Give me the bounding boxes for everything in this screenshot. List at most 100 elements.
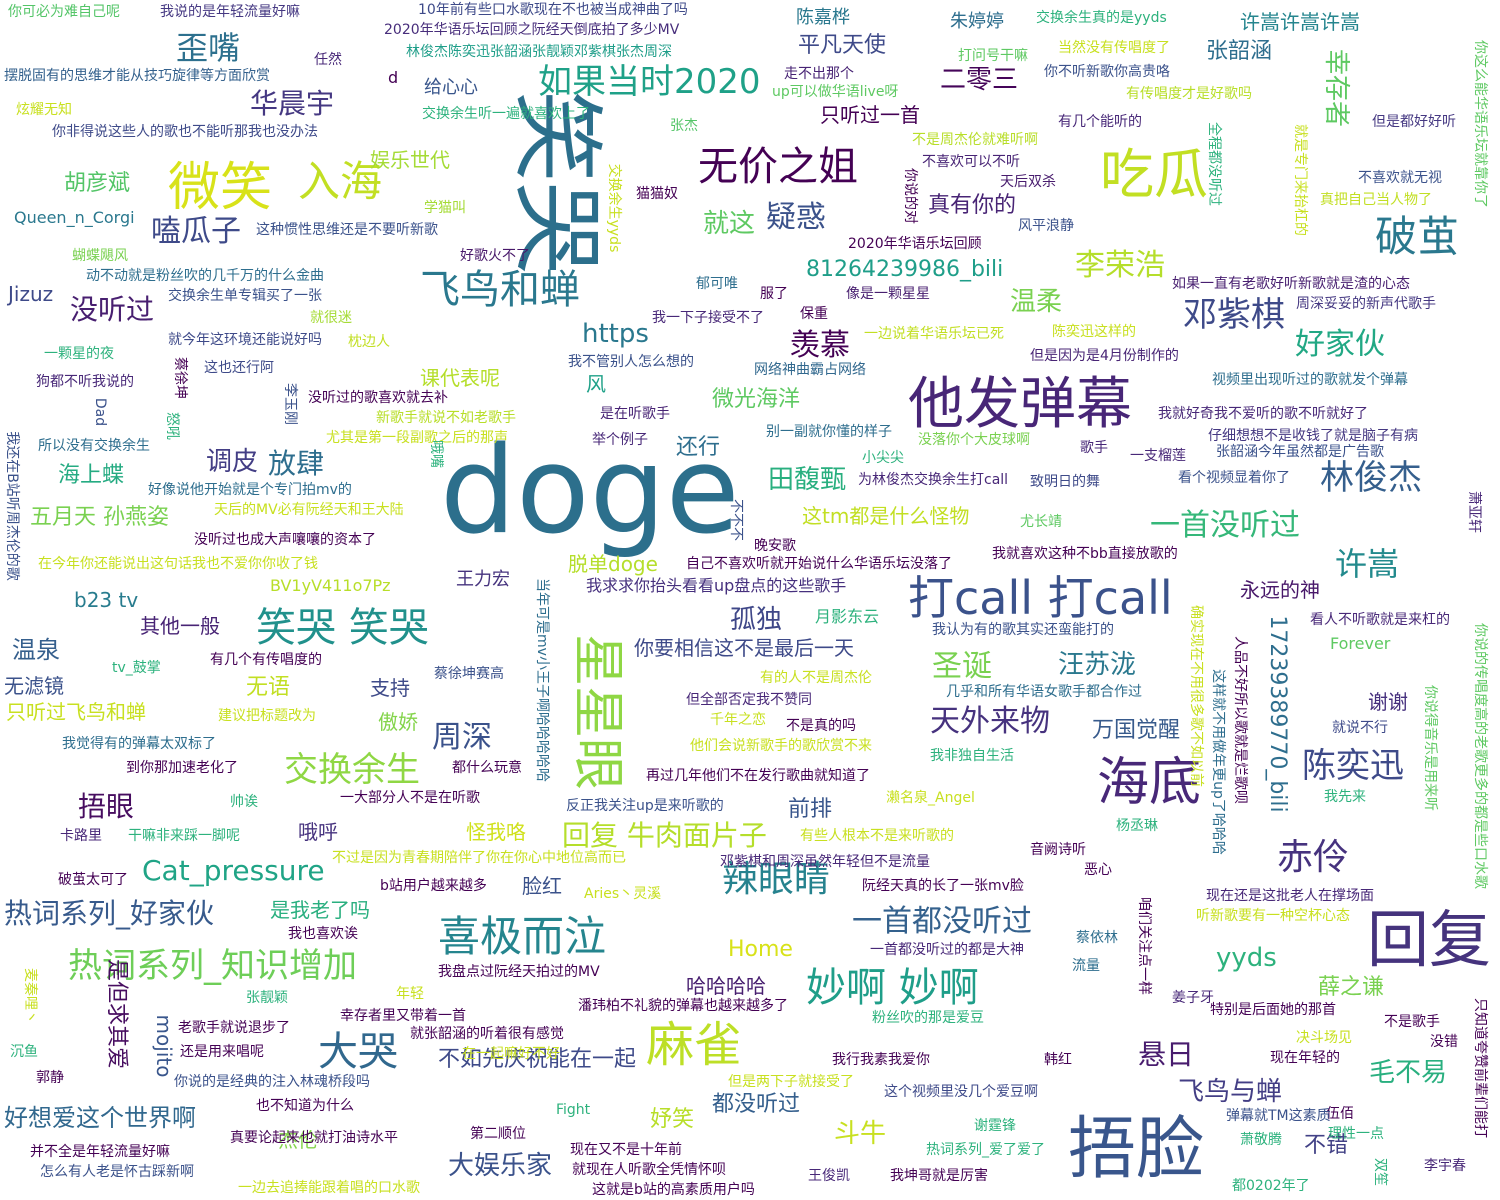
cloud-word: 保重	[800, 306, 828, 322]
cloud-word: 卡路里	[60, 828, 102, 844]
cloud-word: 海上蝶	[58, 463, 125, 488]
cloud-word: 没听过也成大声嚷嚷的资本了	[194, 532, 376, 548]
cloud-word: 哈哈哈哈	[686, 974, 766, 998]
cloud-word: 破茧太可了	[58, 872, 128, 888]
cloud-word: 交换余生听一遍就喜欢上了	[422, 106, 590, 122]
cloud-word: 不过是因为青春期陪伴了你在你心中地位高而已	[332, 850, 626, 866]
cloud-word: 就这	[703, 209, 756, 239]
cloud-word: 林俊杰陈奕迅张韶涵张靓颖邓紫棋张杰周深	[406, 44, 672, 60]
cloud-word: 但是两下子就接受了	[728, 1074, 854, 1090]
cloud-word: 邓紫棋和周深虽然年轻但不是流量	[720, 854, 930, 870]
cloud-word: 一首都没听过	[852, 904, 1032, 939]
cloud-word: 不喜欢就无视	[1358, 170, 1442, 186]
cloud-word: 放肆	[268, 447, 325, 480]
cloud-word: 姜子牙	[1172, 990, 1214, 1006]
cloud-word: 周深妥妥的新声代歌手	[1296, 296, 1436, 312]
cloud-word: 就现在人听歌全凭情怀呗	[572, 1162, 726, 1178]
cloud-word: 二零三	[940, 65, 1019, 95]
cloud-word: 怪我咯	[466, 820, 526, 844]
cloud-word: 朱婷婷	[950, 11, 1004, 32]
cloud-word: 别一副就你懂的样子	[766, 424, 892, 440]
cloud-word: 是在听歌手	[600, 406, 670, 422]
cloud-word: 破茧	[1375, 212, 1460, 261]
cloud-word: 娱乐世代	[370, 148, 450, 172]
cloud-word: 在今年你还能说出这句话我也不爱你你收了钱	[38, 556, 318, 572]
cloud-word: 你这么能华语乐坛就靠你了	[1472, 40, 1488, 208]
cloud-word: 决斗场见	[1296, 1030, 1352, 1046]
cloud-word: 哦嘴	[428, 440, 444, 468]
cloud-word: 10年前有些口水歌现在不也被当成神曲了吗	[418, 2, 688, 18]
cloud-word: 第二顺位	[470, 1126, 526, 1142]
cloud-word: Aries丶灵溪	[584, 886, 662, 902]
cloud-word: 像是一颗星星	[846, 286, 930, 302]
cloud-word: 这样就不用做年更up了哈哈哈	[1210, 669, 1226, 855]
cloud-word: 孤独	[730, 605, 783, 635]
cloud-word: 大哭	[318, 1029, 398, 1075]
cloud-word: 枕边人	[348, 334, 390, 350]
cloud-word: 张韶涵	[1206, 39, 1273, 64]
cloud-word: 我说的是年轻流量好嘛	[160, 4, 300, 20]
cloud-word: 好像说他开始就是个专门拍mv的	[148, 482, 352, 498]
cloud-word: 李荣浩	[1075, 248, 1165, 283]
cloud-word: 这个视频里没几个爱豆啊	[884, 1084, 1038, 1100]
cloud-word: 汪苏泷	[1058, 650, 1137, 680]
cloud-word: 粉丝吹的那是爱豆	[872, 1010, 984, 1026]
cloud-word: 我还在B站听周杰伦的歌	[4, 431, 20, 581]
cloud-word: 麦秦哩丶	[22, 968, 38, 1024]
cloud-word: 他们会说新歌手的歌欣赏不来	[690, 738, 872, 754]
cloud-word: 致明日的舞	[1030, 474, 1100, 490]
cloud-word: 五月天 孙燕姿	[30, 505, 169, 530]
cloud-word: 你说的是经典的注入林魂桥段吗	[174, 1074, 370, 1090]
cloud-word: 田馥甄	[768, 465, 847, 495]
cloud-word: 永远的神	[1240, 578, 1320, 602]
cloud-word: 有几个能听的	[1058, 114, 1142, 130]
cloud-word: 辣眼睛	[722, 859, 831, 900]
cloud-word: 萧敬腾	[1240, 1132, 1282, 1148]
cloud-word: 热词系列_知识增加	[68, 946, 357, 986]
cloud-word: 你可必为难自己呢	[8, 4, 120, 20]
cloud-word: 陈奕迅	[1302, 746, 1404, 786]
cloud-word: 都0202年了	[1232, 1178, 1310, 1194]
cloud-word: 濑名泉_Angel	[886, 790, 975, 806]
cloud-word: 交换余生yyds	[606, 163, 622, 253]
cloud-word: 张靓颖	[246, 990, 288, 1006]
cloud-word: 再过几年他们不在发行歌曲就知道了	[646, 768, 870, 784]
cloud-word: 伍佰	[1326, 1106, 1354, 1122]
cloud-word: 无语	[246, 675, 291, 700]
cloud-word: 他发弹幕	[908, 372, 1132, 437]
cloud-word: 捂脸	[1068, 1110, 1205, 1189]
cloud-word: b23 tv	[74, 588, 139, 612]
cloud-word: 没错	[1430, 1034, 1458, 1050]
cloud-word: 打call 打call	[908, 571, 1173, 625]
cloud-word: 蔡徐坤	[172, 357, 188, 399]
cloud-word: 歪嘴	[176, 29, 241, 67]
cloud-word: tv_鼓掌	[112, 660, 161, 676]
cloud-word: 大娱乐家	[448, 1151, 553, 1181]
cloud-word: 温泉	[12, 636, 60, 664]
cloud-word: 弹幕就TM这素质	[1226, 1108, 1331, 1124]
cloud-word: 现在还是这批老人在撑场面	[1206, 888, 1374, 904]
cloud-word: 81264239986_bili	[806, 257, 1004, 282]
cloud-word: 微光海洋	[712, 387, 801, 412]
cloud-word: 王力宏	[456, 569, 510, 590]
cloud-word: 一首没听过	[1150, 508, 1300, 543]
cloud-word: 反正我关注up是来听歌的	[566, 798, 724, 814]
cloud-word: 胡彦斌	[64, 171, 131, 196]
cloud-word: 摆脱固有的思维才能从技巧旋律等方面欣赏	[4, 68, 270, 84]
cloud-word: 一大部分人不是在听歌	[340, 790, 480, 806]
cloud-word: 尤其是第一段副歌之后的那声	[326, 430, 508, 446]
cloud-word: 举个例子	[592, 432, 648, 448]
cloud-word: 潘玮柏不礼貌的弹幕也越来越多了	[578, 998, 788, 1014]
cloud-word: 温柔	[1010, 287, 1063, 317]
cloud-word: 不如先庆祝能在一起	[438, 1047, 637, 1072]
cloud-word: 交换余生单专辑买了一张	[168, 288, 322, 304]
cloud-word: 只知道夸赞前辈们能打	[1472, 998, 1488, 1138]
cloud-word: 天后双杀	[1000, 174, 1056, 190]
cloud-word: 仔细想想不是收钱了就是脑子有病	[1208, 428, 1418, 444]
cloud-word: Dad	[92, 397, 108, 427]
cloud-word: 怎么有人老是怀古踩新啊	[40, 1164, 194, 1180]
cloud-word: 就张韶涵的听着很有感觉	[410, 1026, 564, 1042]
cloud-word: 建议把标题改为	[218, 708, 316, 724]
cloud-word: 人品不好所以歌就是烂歌呗	[1232, 636, 1248, 804]
cloud-word: 在一起嘛好不好	[462, 1046, 560, 1062]
